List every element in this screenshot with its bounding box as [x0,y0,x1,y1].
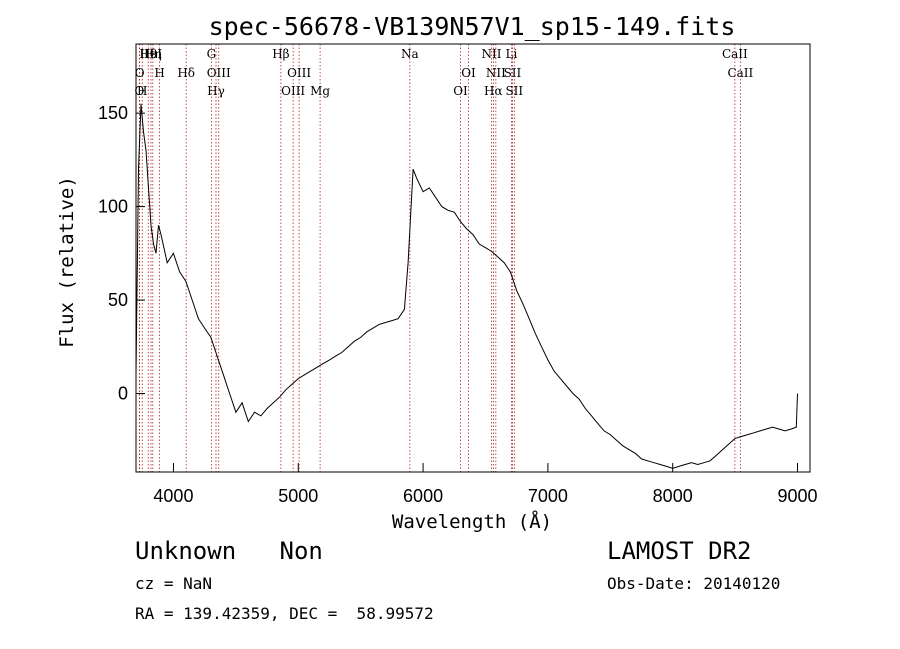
line-label-9: G [207,47,217,61]
x-tick-label-2: 6000 [403,486,443,506]
line-label-14: Mg [310,84,330,98]
x-axis-ticks: 4000 5000 6000 7000 8000 9000 [153,463,818,506]
chart-title: spec-56678-VB139N57V1_sp15-149.fits [209,12,736,41]
line-label-10: OIII [207,66,231,80]
line-label-0: Hθ [139,47,157,61]
x-axis-label: Wavelength (Å) [392,510,552,533]
x-tick-label-3: 7000 [528,486,568,506]
line-label-7: Hδ [177,66,195,80]
line-label-21: Li [506,47,518,61]
line-label-15: Na [401,47,419,61]
line-label-3: HeI [140,47,163,61]
line-label-4: O [135,66,145,80]
y-tick-label-3: 150 [98,103,128,123]
line-label-5: H [137,84,147,98]
x-tick-label-1: 5000 [278,486,318,506]
line-label-6: Hη [144,47,162,61]
line-label-23: SII [505,84,523,98]
y-tick-label-0: 0 [118,384,128,404]
line-label-16: OI [461,66,476,80]
redshift-text: cz = NaN [135,574,213,593]
line-label-12: Hβ [272,47,289,61]
line-label-8: Hγ [207,84,225,98]
plot-frame [135,43,811,473]
line-label-25: CaII [727,66,753,80]
line-label-19: NII [486,66,506,80]
obs-date-text: Obs-Date: 20140120 [607,574,781,593]
spectrum-series-line [135,103,798,469]
line-label-13: OIII [287,66,311,80]
y-tick-label-1: 50 [108,290,128,310]
line-label-22: SII [504,66,522,80]
y-tick-label-2: 100 [98,197,128,217]
x-tick-label-5: 9000 [777,486,817,506]
coordinates-text: RA = 139.42359, DEC = 58.99572 [135,604,434,623]
survey-name-text: LAMOST DR2 [607,537,752,565]
line-label-24: CaII [722,47,748,61]
emission-line-labels: Hθ HO HeI OH Hη Hδ Hγ G OIII OIII Hβ OIII Mg Na OI OI NI… [134,47,753,98]
y-axis-label: Flux (relative) [56,176,78,348]
line-label-2: O [134,84,144,98]
object-class-text: Unknown Non [135,537,323,565]
line-label-11: OIII [281,84,305,98]
emission-line-markers [138,44,741,472]
line-label-18: NII [481,47,501,61]
line-label-20: Hα [484,84,503,98]
x-tick-label-0: 4000 [153,486,193,506]
x-tick-label-4: 8000 [653,486,693,506]
y-axis-ticks: 0 50 100 150 [98,103,145,404]
line-label-1: H [154,66,164,80]
line-label-17: OI [453,84,468,98]
